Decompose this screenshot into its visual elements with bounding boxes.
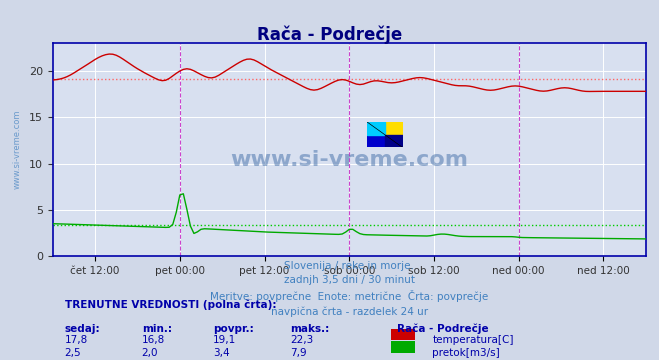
Text: Rača - Podrečje: Rača - Podrečje [397,324,488,334]
FancyBboxPatch shape [391,341,415,353]
Text: www.si-vreme.com: www.si-vreme.com [230,150,469,170]
Text: 2,0: 2,0 [142,348,158,358]
Text: 2,5: 2,5 [65,348,81,358]
Text: Rača - Podrečje: Rača - Podrečje [257,25,402,44]
Text: 22,3: 22,3 [290,336,313,345]
Text: 7,9: 7,9 [290,348,306,358]
Text: maks.:: maks.: [290,324,330,334]
Text: pretok[m3/s]: pretok[m3/s] [432,348,500,358]
Text: temperatura[C]: temperatura[C] [432,336,514,345]
Text: www.si-vreme.com: www.si-vreme.com [13,110,22,189]
Text: sedaj:: sedaj: [65,324,100,334]
Text: 16,8: 16,8 [142,336,165,345]
Text: TRENUTNE VREDNOSTI (polna črta):: TRENUTNE VREDNOSTI (polna črta): [65,300,276,310]
Text: 17,8: 17,8 [65,336,88,345]
Text: 3,4: 3,4 [213,348,229,358]
Text: min.:: min.: [142,324,172,334]
Text: povpr.:: povpr.: [213,324,254,334]
FancyBboxPatch shape [391,329,415,340]
Text: Slovenija / reke in morje.
zadnjh 3,5 dni / 30 minut
Meritve: povprečne  Enote: : Slovenija / reke in morje. zadnjh 3,5 dn… [210,261,488,317]
Text: 19,1: 19,1 [213,336,236,345]
